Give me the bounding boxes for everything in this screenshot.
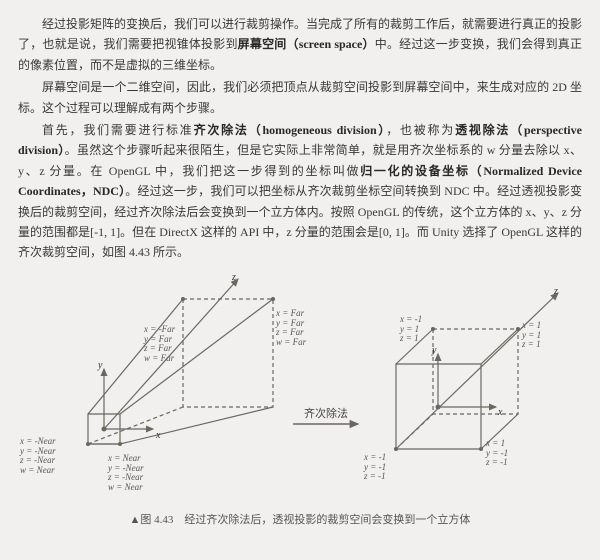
arrow-label: 齐次除法 [304, 405, 348, 424]
figure-4-43: y x z y x z x = -Neary = -Nearz = -Nearw… [18, 269, 582, 509]
label-near-bl: x = -Neary = -Nearz = -Nearw = Near [20, 437, 56, 477]
axis-y-left: y [98, 357, 102, 374]
label-r-br: x = 1y = -1z = -1 [486, 439, 508, 469]
figure-caption: ▲图 4.43 经过齐次除法后，透视投影的裁剪空间会变换到一个立方体 [18, 511, 582, 530]
label-r-bl: x = -1y = -1z = -1 [364, 453, 386, 483]
label-r-tl: x = -1y = 1z = 1 [400, 315, 422, 345]
axis-z-right: z [554, 283, 558, 300]
axis-y-right: y [432, 342, 436, 359]
label-nfar-tl: x = -Fary = Farz = Farw = Far [144, 325, 175, 365]
axis-x-left: x [156, 427, 160, 444]
p2-text: 屏幕空间是一个二维空间，因此，我们必须把顶点从裁剪空间投影到屏幕空间中，来生成对… [18, 80, 582, 114]
paragraph-3: 首先，我们需要进行标准齐次除法（homogeneous division），也被… [18, 120, 582, 263]
label-r-tr: x = 1y = 1z = 1 [522, 321, 541, 351]
label-near-br: x = Neary = -Nearz = -Nearw = Near [108, 454, 144, 494]
axis-z-left: z [232, 269, 236, 286]
p3-b1: 齐次除法（homogeneous division） [194, 123, 387, 137]
p3-c: ，也被称为 [386, 123, 455, 137]
paragraph-1: 经过投影矩阵的变换后，我们可以进行裁剪操作。当完成了所有的裁剪工作后，就需要进行… [18, 14, 582, 75]
paragraph-2: 屏幕空间是一个二维空间，因此，我们必须把顶点从裁剪空间投影到屏幕空间中，来生成对… [18, 77, 582, 118]
label-far-tr: x = Fary = Farz = Farw = Far [276, 309, 306, 349]
p1-bold: 屏幕空间（screen space） [238, 37, 375, 51]
p3-a: 首先，我们需要进行标准 [42, 123, 194, 137]
axis-x-right: x [498, 404, 502, 421]
